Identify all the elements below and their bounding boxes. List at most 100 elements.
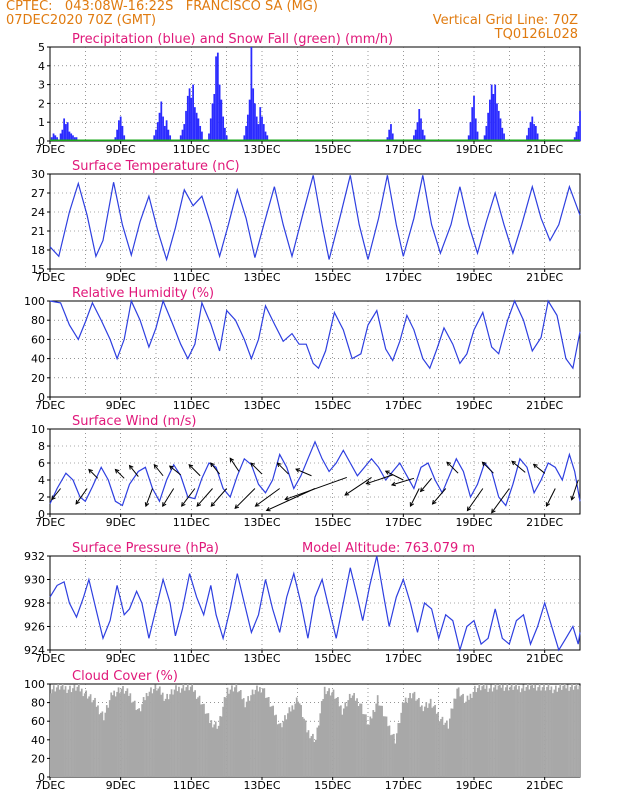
cloud-bar [295, 697, 298, 777]
wind-arrow-head [481, 461, 487, 467]
precip-bar [216, 52, 219, 141]
precip-bar [503, 133, 505, 141]
cloud-bar [535, 690, 538, 777]
cloud-bar [276, 724, 279, 777]
cloud-bar [306, 732, 308, 777]
y-tick-label: 40 [31, 353, 45, 366]
wind-arrow-head [188, 464, 194, 469]
cloud-bar [197, 697, 199, 777]
panel-wind: 0 2 4 6 8 10 7DEC 9DEC 11DEC 13DEC 15DEC 17DEC 19DEC… [31, 414, 581, 529]
cloud-bar [525, 686, 528, 777]
y-tick-label: 0 [38, 135, 45, 148]
x-tick-label: 21DEC [526, 779, 563, 792]
cloud-bar [222, 706, 224, 777]
cloud-bar [145, 692, 148, 777]
precip-bar [192, 84, 194, 141]
cloud-bar [161, 692, 164, 777]
cloud-bar [322, 699, 325, 777]
precip-bar [155, 129, 157, 141]
wind-arrow-head [284, 496, 290, 501]
precip-bar [209, 118, 212, 141]
cloud-bar [278, 723, 280, 777]
cloud-bar [225, 697, 227, 777]
cloud-bar [348, 693, 351, 777]
wind-arrow [391, 477, 415, 486]
wind-arrow [277, 462, 289, 475]
precip-bar [531, 116, 534, 141]
cloud-bar [354, 700, 357, 777]
x-tick-label: 13DEC [243, 399, 280, 412]
cloud-bar [57, 684, 60, 777]
cloud-bar [163, 700, 166, 777]
cloud-bar [448, 718, 451, 777]
cloud-bar [157, 688, 160, 777]
cloud-bar [61, 684, 64, 777]
cloud-bar [117, 687, 120, 777]
cloud-bar [457, 687, 460, 777]
cloud-bar [462, 693, 464, 777]
wind-arrow-head [162, 502, 167, 507]
cloud-bar [217, 725, 220, 777]
cloud-bar [323, 686, 326, 777]
cloud-bar [279, 723, 282, 777]
precip-bar [66, 122, 69, 141]
cloud-bar [509, 686, 512, 777]
wind-arrow [145, 488, 153, 507]
precip-bar [197, 118, 200, 141]
y-tick-label: 27 [31, 187, 45, 200]
cloud-bar [113, 690, 116, 777]
precip-bar [487, 112, 490, 141]
y-tick-label: 20 [31, 752, 45, 765]
y-tick-label: 932 [24, 550, 45, 563]
cloud-bar [431, 707, 434, 777]
cloud-bar [320, 701, 323, 777]
x-tick-label: 7DEC [35, 516, 65, 529]
cloud-bar [429, 698, 432, 777]
cloud-bar [342, 708, 345, 777]
cloud-bar [262, 688, 264, 777]
wind-arrow [88, 469, 99, 479]
cloud-bar [153, 688, 155, 777]
wind-arrow-head [229, 457, 235, 463]
wind-arrow-head [210, 502, 216, 507]
precip-bar [50, 137, 53, 141]
cloud-bar [98, 714, 101, 777]
cloud-bar [97, 705, 99, 777]
cloud-bar [94, 697, 96, 777]
wind-arrow [162, 488, 175, 507]
wind-arrow-head [168, 465, 174, 470]
cloud-bar [490, 684, 492, 777]
wind-arrow [210, 488, 228, 507]
y-tick-label: 20 [31, 372, 45, 385]
cloud-bar [76, 686, 79, 777]
cloud-bar [267, 697, 270, 777]
cloud-bar [446, 720, 448, 777]
cloud-bar [499, 684, 501, 777]
cloud-bar [111, 695, 114, 777]
cloud-bar [301, 717, 304, 777]
cloud-bar [360, 703, 363, 777]
x-tick-label: 13DEC [243, 271, 280, 284]
cloud-bar [300, 705, 302, 777]
cloud-bar [395, 733, 398, 777]
cloud-bar [559, 684, 562, 777]
precip-bar [261, 116, 263, 141]
x-tick-label: 19DEC [455, 271, 492, 284]
cloud-bar [185, 687, 188, 777]
cloud-bar [220, 716, 223, 777]
cloud-bar [264, 697, 267, 777]
cloud-bar [223, 697, 226, 777]
cloud-bar [172, 694, 174, 777]
precip-bar [213, 94, 216, 141]
cloud-bar [72, 688, 74, 777]
precip-bar [195, 112, 198, 141]
precip-bar [423, 135, 426, 141]
cloud-bar [52, 685, 55, 777]
precip-bar [169, 135, 172, 141]
cloud-bar [375, 703, 378, 777]
cloud-bar [503, 690, 506, 777]
cloud-bar [468, 699, 470, 777]
y-tick-label: 2 [38, 97, 45, 110]
x-tick-label: 11DEC [173, 779, 210, 792]
cloud-bar [460, 695, 463, 777]
